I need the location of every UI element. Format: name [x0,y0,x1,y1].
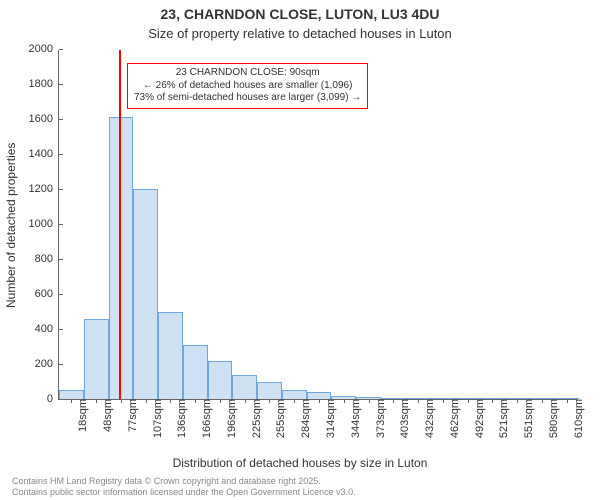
x-tick-label: 551sqm [521,399,535,438]
y-tick-label: 800 [35,253,59,265]
y-tick-label: 400 [35,323,59,335]
y-tick-label: 1600 [29,113,59,125]
x-tick-label: 166sqm [199,399,213,438]
histogram-bar [158,312,183,399]
x-tick-label: 521sqm [496,399,510,438]
property-size-histogram: 23, CHARNDON CLOSE, LUTON, LU3 4DU Size … [0,0,600,500]
x-tick-mark [492,399,493,403]
y-tick-label: 1800 [29,78,59,90]
x-tick-mark [195,399,196,403]
x-tick-mark [344,399,345,403]
x-tick-label: 48sqm [100,399,114,432]
histogram-bar [208,361,233,399]
x-tick-mark [369,399,370,403]
x-tick-label: 432sqm [422,399,436,438]
x-tick-label: 225sqm [249,399,263,438]
histogram-bar [282,390,307,399]
histogram-bar [133,189,158,399]
histogram-bar [183,345,208,399]
x-tick-mark [146,399,147,403]
x-tick-label: 196sqm [224,399,238,438]
x-tick-mark [245,399,246,403]
x-tick-mark [418,399,419,403]
x-tick-label: 373sqm [373,399,387,438]
x-tick-label: 403sqm [397,399,411,438]
x-tick-mark [220,399,221,403]
x-tick-mark [96,399,97,403]
x-tick-label: 344sqm [348,399,362,438]
histogram-bar [232,375,257,400]
attribution-line: Contains public sector information licen… [12,487,356,498]
x-tick-label: 610sqm [571,399,585,438]
histogram-bar [59,390,84,399]
x-tick-mark [71,399,72,403]
y-tick-label: 1200 [29,183,59,195]
x-tick-mark [121,399,122,403]
x-tick-mark [269,399,270,403]
x-tick-label: 314sqm [323,399,337,438]
x-tick-mark [542,399,543,403]
annotation-line: ← 26% of detached houses are smaller (1,… [134,80,361,93]
y-tick-label: 0 [47,393,59,405]
x-tick-label: 136sqm [174,399,188,438]
x-tick-mark [393,399,394,403]
chart-subtitle: Size of property relative to detached ho… [0,26,600,41]
y-tick-label: 1400 [29,148,59,160]
x-tick-label: 107sqm [150,399,164,438]
x-tick-label: 580sqm [546,399,560,438]
y-tick-label: 2000 [29,43,59,55]
histogram-bar [84,319,109,400]
annotation-box: 23 CHARNDON CLOSE: 90sqm ← 26% of detach… [127,63,368,109]
annotation-line: 23 CHARNDON CLOSE: 90sqm [134,67,361,80]
x-tick-label: 284sqm [298,399,312,438]
x-tick-label: 462sqm [447,399,461,438]
x-tick-label: 492sqm [472,399,486,438]
x-tick-mark [468,399,469,403]
annotation-line: 73% of semi-detached houses are larger (… [134,92,361,105]
attribution-text: Contains HM Land Registry data © Crown c… [12,476,356,498]
x-tick-label: 18sqm [75,399,89,432]
chart-title: 23, CHARNDON CLOSE, LUTON, LU3 4DU [0,6,600,22]
plot-area: 23 CHARNDON CLOSE: 90sqm ← 26% of detach… [58,50,578,400]
x-tick-mark [517,399,518,403]
x-tick-mark [319,399,320,403]
attribution-line: Contains HM Land Registry data © Crown c… [12,476,356,487]
reference-line [119,50,121,399]
x-tick-mark [294,399,295,403]
x-tick-mark [443,399,444,403]
x-tick-mark [567,399,568,403]
y-tick-label: 1000 [29,218,59,230]
y-tick-label: 600 [35,288,59,300]
x-axis-label: Distribution of detached houses by size … [0,456,600,470]
y-tick-label: 200 [35,358,59,370]
x-tick-label: 255sqm [273,399,287,438]
y-axis-label: Number of detached properties [4,142,18,307]
histogram-bar [307,392,332,399]
x-tick-label: 77sqm [125,399,139,432]
x-tick-mark [170,399,171,403]
histogram-bar [257,382,282,400]
